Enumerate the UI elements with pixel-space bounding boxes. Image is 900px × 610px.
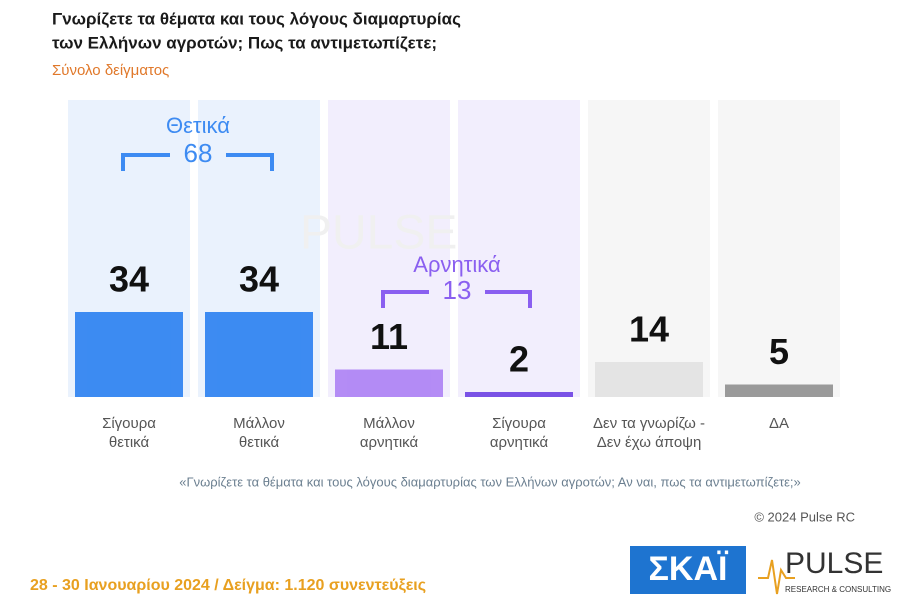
group-total: 68 [184,138,213,168]
group-label: Αρνητικά [413,252,501,277]
value-label: 2 [509,339,529,380]
value-label: 34 [109,259,149,300]
chart-subtitle: Σύνολο δείγματος [52,62,169,79]
bar-highlight [737,384,821,397]
bar [725,384,833,397]
watermark: PULSE [300,207,457,260]
copyright: © 2024 Pulse RC [754,509,855,524]
value-label: 5 [769,331,789,372]
bar [205,312,313,397]
bar [465,392,573,397]
category-label: ΔΑ [768,415,790,432]
pulse-wave [758,559,795,595]
column-background [718,100,840,397]
question-note: «Γνωρίζετε τα θέματα και τους λόγους δια… [179,474,801,489]
pulse-logo: PULSE [785,547,883,580]
skai-logo-box [630,546,746,594]
chart-title: Γνωρίζετε τα θέματα και τους λόγους διαμ… [52,9,461,28]
column-background [588,100,710,397]
bracket [485,290,532,308]
category-label: Μάλλον αρνητικά [359,415,419,451]
skai-logo: ΣΚΑΪ [649,550,730,588]
bar-highlight [347,369,431,397]
bar-highlight [607,362,691,397]
group-label: Θετικά [166,113,230,138]
column-background [458,100,580,397]
value-label: 14 [629,309,669,350]
category-label: Σίγουρα αρνητικά [489,415,549,451]
pulse-logo-sub: RESEARCH & CONSULTING [785,585,891,594]
bar-highlight [87,312,171,397]
value-label: 11 [370,316,408,357]
value-label: 34 [239,259,279,300]
bracket [121,153,170,171]
column-background [328,100,450,397]
bar-highlight [477,392,561,397]
footer-date: 28 - 30 Ιανουαρίου 2024 / Δείγμα: 1.120 … [30,577,426,594]
bracket [226,153,274,171]
category-label: Μάλλον θετικά [233,415,285,451]
bar [595,362,703,397]
category-label: Σίγουρα θετικά [102,415,156,451]
bar [75,312,183,397]
category-label: Δεν τα γνωρίζω - Δεν έχω άποψη [593,415,705,451]
bracket [381,290,429,308]
group-total: 13 [443,275,472,305]
bar [335,369,443,397]
bar-highlight [217,312,301,397]
chart-title: των Ελλήνων αγροτών; Πως τα αντιμετωπίζε… [52,33,437,52]
